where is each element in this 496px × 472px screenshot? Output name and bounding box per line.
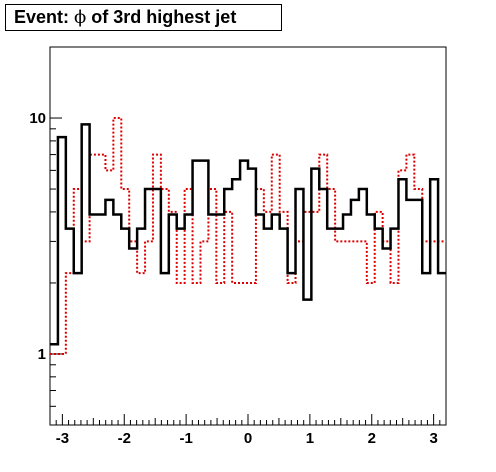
chart-title: Event: ϕ of 3rd highest jet [5,4,282,31]
histogram-dotted-series [50,117,446,355]
plot-frame [49,46,447,426]
x-tick-label: 1 [306,430,314,447]
histogram-solid-series [50,123,446,346]
x-tick-label: 2 [368,430,376,447]
chart-title-phi-symbol: ϕ [74,7,87,28]
x-tick-label: 3 [429,430,437,447]
y-tick-label: 10 [29,110,46,127]
series-layer [50,117,446,355]
x-tick-label: -3 [56,430,69,447]
x-tick-label: -1 [179,430,192,447]
chart-title-prefix: Event: [14,7,75,27]
x-tick-label: 0 [244,430,252,447]
y-tick-label: 1 [38,346,46,363]
x-axis: -3 -2 -1 0 1 2 3 [49,414,447,447]
chart-title-suffix: of 3rd highest jet [86,7,237,27]
y-axis: 1 10 [29,46,62,426]
x-tick-label: -2 [118,430,131,447]
